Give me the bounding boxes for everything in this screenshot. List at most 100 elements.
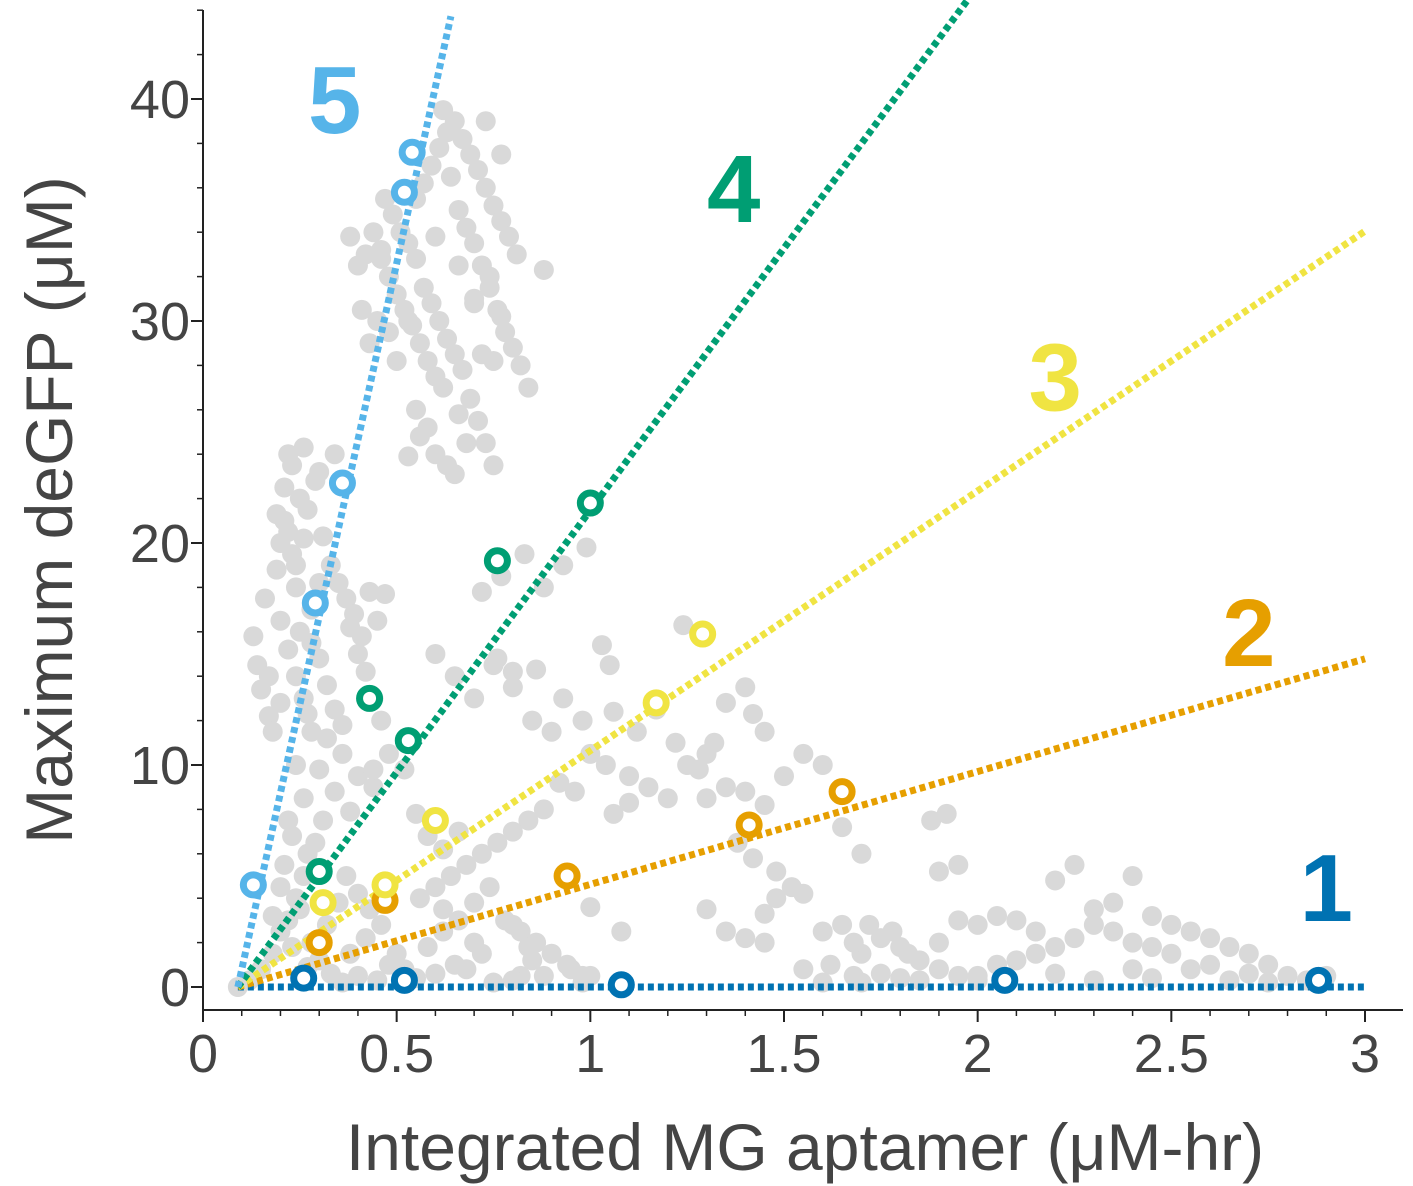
background-point <box>812 755 833 775</box>
series-label-3: 3 <box>1028 325 1081 432</box>
background-point <box>1025 943 1046 964</box>
background-point <box>638 777 659 798</box>
background-point <box>285 555 306 576</box>
background-point <box>243 626 264 647</box>
background-point <box>262 905 283 926</box>
background-point <box>909 970 930 991</box>
background-point <box>851 972 872 993</box>
background-point <box>305 832 326 853</box>
background-point <box>1122 959 1143 980</box>
background-point <box>386 943 407 964</box>
background-point <box>433 921 454 942</box>
background-point <box>309 461 330 482</box>
background-point <box>665 732 686 753</box>
background-point <box>309 759 330 780</box>
series-4-point <box>356 684 384 712</box>
background-point <box>1064 928 1085 949</box>
background-point <box>715 777 736 798</box>
background-point <box>332 972 353 993</box>
background-point <box>371 914 392 935</box>
background-point <box>1141 968 1162 989</box>
background-point <box>1161 943 1182 964</box>
series-label-5: 5 <box>308 47 361 154</box>
background-point <box>347 883 368 904</box>
background-point <box>293 437 314 458</box>
background-point <box>928 861 949 882</box>
background-point <box>406 399 427 420</box>
background-point <box>324 444 345 465</box>
background-point <box>293 528 314 549</box>
background-point <box>316 728 337 749</box>
background-point <box>270 877 291 898</box>
background-point <box>967 914 988 935</box>
background-point <box>278 810 299 831</box>
background-point <box>448 200 469 220</box>
background-point <box>464 288 485 309</box>
background-point <box>375 188 396 209</box>
background-point <box>870 963 891 984</box>
background-point <box>351 626 372 647</box>
background-point <box>967 965 988 986</box>
series-4-point <box>394 727 422 755</box>
background-point <box>1025 921 1046 942</box>
series-1-point <box>390 966 418 994</box>
background-point <box>471 581 492 602</box>
series-3-point <box>689 620 717 648</box>
background-point <box>591 635 612 656</box>
background-point <box>766 861 787 882</box>
background-point <box>502 821 523 842</box>
background-point <box>526 659 547 680</box>
background-point <box>347 965 368 986</box>
background-point <box>599 655 620 676</box>
background-point <box>611 921 632 942</box>
series-label-4: 4 <box>707 136 760 243</box>
background-point <box>487 832 508 853</box>
background-point <box>371 248 392 269</box>
background-point <box>793 883 814 904</box>
series-5-point <box>390 178 418 206</box>
series-4-point <box>483 547 511 575</box>
series-1-point <box>991 966 1019 994</box>
background-point <box>491 211 512 232</box>
series-3-point <box>642 689 670 717</box>
background-point <box>564 781 585 802</box>
background-point <box>843 932 864 953</box>
x-tick-label: 0 <box>188 1024 218 1084</box>
background-point <box>743 848 764 869</box>
background-point <box>313 526 334 547</box>
background-point <box>254 588 275 609</box>
background-point <box>533 259 554 280</box>
background-point <box>928 932 949 953</box>
background-point <box>502 677 523 698</box>
background-point <box>258 706 279 727</box>
background-point <box>1045 937 1066 958</box>
background-point <box>890 968 911 989</box>
background-point <box>413 277 434 298</box>
background-point <box>688 759 709 780</box>
background-point <box>328 572 349 593</box>
background-point <box>1141 937 1162 958</box>
background-point <box>382 204 403 225</box>
background-point <box>1238 963 1259 984</box>
background-point <box>297 499 318 520</box>
background-point <box>774 766 794 787</box>
background-point <box>1238 943 1259 964</box>
background-point <box>262 943 283 964</box>
background-point <box>355 244 376 265</box>
background-point <box>433 377 454 398</box>
background-point <box>440 866 461 886</box>
background-point <box>336 866 357 886</box>
x-tick-label: 0.5 <box>359 1024 434 1084</box>
background-point <box>355 928 376 949</box>
series-5-point <box>239 871 267 899</box>
background-point <box>464 688 485 709</box>
fit-line-3 <box>235 228 1367 990</box>
background-point <box>715 692 736 713</box>
background-point <box>406 248 427 269</box>
background-point <box>812 972 833 993</box>
background-point <box>506 244 527 265</box>
series-3-point <box>371 871 399 899</box>
background-point <box>336 588 357 609</box>
series-2-point <box>305 929 333 957</box>
